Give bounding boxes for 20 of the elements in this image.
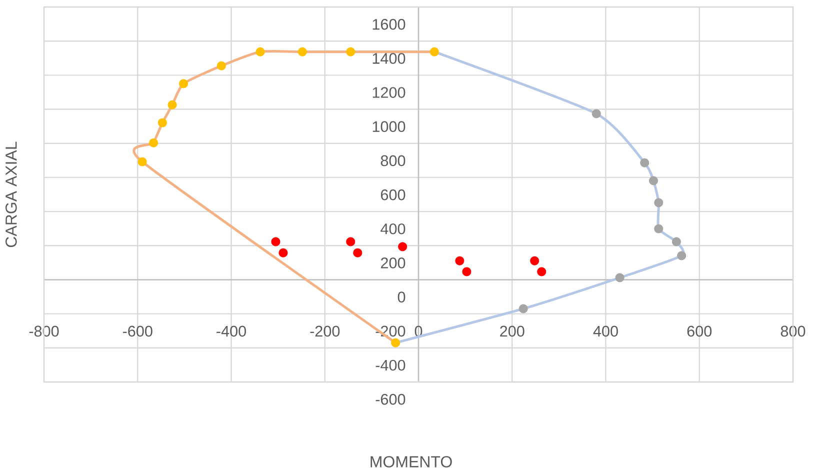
x-tick-label: -400 xyxy=(216,326,246,337)
x-tick-label: 800 xyxy=(780,326,806,337)
y-tick-label: 0 xyxy=(398,292,406,302)
y-tick-label: 1000 xyxy=(372,121,406,132)
y-axis-title: CARGA AXIAL xyxy=(6,142,17,248)
y-tick-label: 1400 xyxy=(372,52,406,64)
y-tick-label: -400 xyxy=(376,360,406,371)
y-tick-label: 800 xyxy=(380,155,406,166)
x-tick-label: 600 xyxy=(687,326,712,337)
y-tick-label: 1600 xyxy=(372,18,406,30)
x-tick-label: -200 xyxy=(310,326,340,337)
y-tick-label: 1200 xyxy=(372,87,406,98)
y-tick-label: 400 xyxy=(380,223,406,234)
x-tick-label: 200 xyxy=(500,326,524,337)
x-axis-title: MOMENTO xyxy=(370,456,452,468)
y-tick-label: 600 xyxy=(380,189,406,200)
y-tick-label: 200 xyxy=(380,258,406,268)
y-tick-label: -600 xyxy=(376,394,406,405)
x-tick-label: -600 xyxy=(122,326,152,337)
x-tick-label: 400 xyxy=(593,326,618,337)
